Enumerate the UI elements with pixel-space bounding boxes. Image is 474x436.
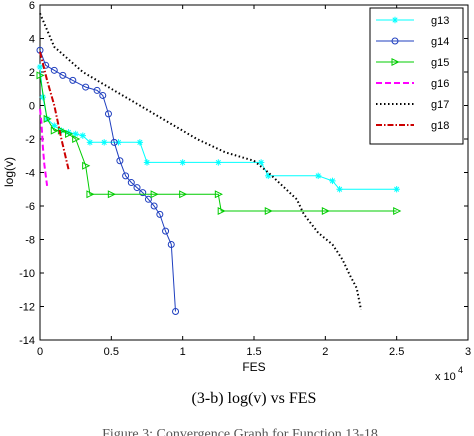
data-point-g15 xyxy=(393,207,402,216)
data-point-g13 xyxy=(215,159,222,166)
legend-label-g13: g13 xyxy=(431,15,449,27)
data-point-g15 xyxy=(72,134,81,144)
x-axis-label: FES xyxy=(242,360,265,374)
plot-series xyxy=(36,13,402,316)
data-point-g14 xyxy=(150,202,158,210)
y-tick-label: 6 xyxy=(29,0,35,12)
data-point-g14 xyxy=(110,138,118,146)
x-axis-ticks: 0 0.5 1 1.5 2 2.5 3 xyxy=(37,5,471,358)
data-point-g13 xyxy=(329,177,336,185)
data-point-g13 xyxy=(86,139,94,146)
y-tick-label: -6 xyxy=(25,201,35,213)
data-point-g13 xyxy=(79,132,86,139)
legend-label-g16: g16 xyxy=(431,78,449,90)
data-point-g15 xyxy=(179,190,188,199)
data-point-g14 xyxy=(144,195,152,203)
data-point-g14 xyxy=(133,184,141,192)
data-point-g15 xyxy=(107,190,116,199)
x-tick-label: 0 xyxy=(37,346,43,358)
data-point-g14 xyxy=(50,66,58,74)
data-point-g13 xyxy=(136,139,144,146)
x-tick-label: 2 xyxy=(322,346,328,358)
x-exponent: 4 xyxy=(458,365,463,375)
legend-box xyxy=(369,7,464,145)
legend-marker-g14 xyxy=(391,37,399,45)
y-tick-label: -12 xyxy=(19,302,35,314)
data-point-g14 xyxy=(156,210,164,218)
y-axis-ticks: 6 4 2 0 -2 -4 -6 -8 -10 -12 -14 xyxy=(19,0,468,347)
x-tick-label: 2.5 xyxy=(389,346,404,358)
x-tick-label: 1 xyxy=(180,346,186,358)
data-point-g14 xyxy=(139,189,147,197)
legend-marker-g15 xyxy=(391,57,400,67)
data-point-g13 xyxy=(36,63,44,71)
data-point-g14 xyxy=(167,241,175,249)
data-point-g14 xyxy=(69,76,77,84)
figure-caption-cut: Figure 3: Convergence Graph for Function… xyxy=(102,427,378,436)
data-point-g15 xyxy=(82,161,91,170)
data-point-g13 xyxy=(265,172,272,180)
data-point-g15 xyxy=(36,71,45,80)
figure-caption: (3-b) log(v) vs FES xyxy=(192,390,317,407)
data-point-g14 xyxy=(172,308,180,316)
y-tick-label: -10 xyxy=(19,268,35,280)
data-point-g14 xyxy=(162,227,170,235)
data-point-g14 xyxy=(82,83,90,91)
data-point-g14 xyxy=(127,179,135,187)
data-point-g13 xyxy=(336,186,343,193)
x-tick-label: 0.5 xyxy=(104,346,119,358)
legend-label-g18: g18 xyxy=(431,120,449,132)
legend-label-g15: g15 xyxy=(431,57,449,69)
series-line-g16 xyxy=(39,108,49,187)
data-point-g13 xyxy=(179,159,186,166)
data-point-g14 xyxy=(104,110,112,118)
x-multiplier: x 10 xyxy=(435,371,456,383)
legend-label-g17: g17 xyxy=(431,99,449,111)
data-point-g15 xyxy=(214,190,223,199)
legend-marker-g13 xyxy=(391,16,399,24)
series-line-g18 xyxy=(39,51,70,170)
y-tick-label: -8 xyxy=(25,235,35,247)
data-point-g15 xyxy=(65,129,74,138)
data-point-g14 xyxy=(116,157,124,165)
data-point-g15 xyxy=(43,114,52,123)
legend: g13 g14 g15 g16 g17 g18 xyxy=(369,7,464,145)
y-tick-label: 2 xyxy=(29,67,35,79)
y-tick-label: -4 xyxy=(25,168,35,180)
data-point-g13 xyxy=(315,172,322,180)
data-point-g14 xyxy=(93,86,101,94)
y-tick-label: 0 xyxy=(29,101,35,113)
y-tick-label: -14 xyxy=(19,335,35,347)
data-point-g13 xyxy=(101,139,108,146)
data-point-g15 xyxy=(150,190,159,199)
data-point-g14 xyxy=(122,172,130,180)
legend-items: g13 g14 g15 g16 g17 g18 xyxy=(376,15,449,132)
data-point-g15 xyxy=(321,207,330,216)
x-tick-label: 3 xyxy=(465,346,471,358)
data-point-g13 xyxy=(143,159,151,166)
data-point-g14 xyxy=(99,91,107,99)
data-point-g15 xyxy=(57,126,67,135)
data-point-g15 xyxy=(86,190,95,199)
data-point-g13 xyxy=(51,122,58,129)
y-tick-label: -2 xyxy=(25,134,35,146)
data-point-g13 xyxy=(393,186,400,193)
data-point-g15 xyxy=(50,126,59,135)
y-tick-label: 4 xyxy=(29,34,35,46)
data-point-g13 xyxy=(72,130,79,138)
y-axis-label: log(v) xyxy=(2,157,16,187)
data-point-g14 xyxy=(59,71,67,79)
data-point-g15 xyxy=(264,207,273,216)
legend-label-g14: g14 xyxy=(431,36,449,48)
data-point-g15 xyxy=(217,207,226,216)
x-tick-label: 1.5 xyxy=(246,346,261,358)
data-point-g13 xyxy=(257,159,265,166)
